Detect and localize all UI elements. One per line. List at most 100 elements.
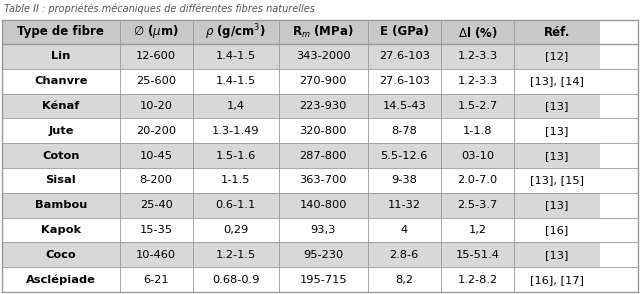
Text: 1.4-1.5: 1.4-1.5 <box>216 76 256 86</box>
Text: Chanvre: Chanvre <box>34 76 88 86</box>
Bar <box>368 168 441 193</box>
Text: 195-715: 195-715 <box>300 275 347 285</box>
Bar <box>120 93 193 118</box>
Bar <box>278 143 368 168</box>
Bar <box>120 242 193 267</box>
Text: Réf.: Réf. <box>544 26 570 39</box>
Bar <box>278 267 368 292</box>
Bar <box>2 168 120 193</box>
Text: [13], [15]: [13], [15] <box>530 176 584 186</box>
Bar <box>278 193 368 218</box>
Bar <box>278 168 368 193</box>
Bar <box>278 242 368 267</box>
Bar <box>441 242 514 267</box>
Text: $\rho$ (g/cm$^3$): $\rho$ (g/cm$^3$) <box>205 22 266 42</box>
Text: Jute: Jute <box>48 126 74 136</box>
Bar <box>2 267 120 292</box>
Text: 343-2000: 343-2000 <box>296 51 351 61</box>
Text: Bambou: Bambou <box>35 200 87 210</box>
Text: [13]: [13] <box>545 151 568 161</box>
Bar <box>368 143 441 168</box>
Bar <box>368 267 441 292</box>
Text: $\Delta$l (%): $\Delta$l (%) <box>458 24 497 39</box>
Text: 1.2-3.3: 1.2-3.3 <box>458 76 497 86</box>
Bar <box>2 193 120 218</box>
Text: [13]: [13] <box>545 200 568 210</box>
Bar <box>120 118 193 143</box>
Bar <box>368 242 441 267</box>
Bar <box>441 143 514 168</box>
Text: Table II : propriétés mécaniques de différentes fibres naturelles: Table II : propriétés mécaniques de diff… <box>4 3 315 14</box>
Text: [13]: [13] <box>545 101 568 111</box>
Bar <box>2 143 120 168</box>
Bar <box>514 193 600 218</box>
Bar <box>193 168 278 193</box>
Bar <box>193 143 278 168</box>
Text: 10-460: 10-460 <box>136 250 176 260</box>
Bar <box>120 20 193 44</box>
Text: 287-800: 287-800 <box>300 151 347 161</box>
Text: 0.6-1.1: 0.6-1.1 <box>216 200 256 210</box>
Bar <box>368 69 441 93</box>
Bar <box>441 20 514 44</box>
Bar <box>441 93 514 118</box>
Text: 1-1.5: 1-1.5 <box>221 176 250 186</box>
Text: $\emptyset$ ($\mu$m): $\emptyset$ ($\mu$m) <box>133 24 179 41</box>
Text: 1,2: 1,2 <box>468 225 486 235</box>
Text: 320-800: 320-800 <box>300 126 347 136</box>
Bar <box>368 93 441 118</box>
Bar <box>2 93 120 118</box>
Bar <box>441 69 514 93</box>
Text: Asclépiade: Asclépiade <box>26 274 96 285</box>
Bar <box>368 20 441 44</box>
Bar <box>120 218 193 242</box>
Text: E (GPa): E (GPa) <box>380 26 429 39</box>
Text: 1.4-1.5: 1.4-1.5 <box>216 51 256 61</box>
Bar <box>120 69 193 93</box>
Text: 270-900: 270-900 <box>300 76 347 86</box>
Bar <box>2 242 120 267</box>
Bar <box>368 44 441 69</box>
Text: 9-38: 9-38 <box>391 176 417 186</box>
Text: [16], [17]: [16], [17] <box>530 275 584 285</box>
Text: Kapok: Kapok <box>41 225 81 235</box>
Text: 2.5-3.7: 2.5-3.7 <box>458 200 497 210</box>
Text: 12-600: 12-600 <box>136 51 176 61</box>
Bar <box>514 168 600 193</box>
Bar <box>278 20 368 44</box>
Bar <box>441 267 514 292</box>
Bar <box>120 193 193 218</box>
Bar <box>441 218 514 242</box>
Bar <box>441 168 514 193</box>
Bar <box>441 44 514 69</box>
Bar <box>2 118 120 143</box>
Bar <box>193 44 278 69</box>
Text: Sisal: Sisal <box>45 176 76 186</box>
Text: 1.2-8.2: 1.2-8.2 <box>458 275 497 285</box>
Bar <box>193 93 278 118</box>
Bar <box>514 118 600 143</box>
Text: 95-230: 95-230 <box>303 250 343 260</box>
Bar <box>120 143 193 168</box>
Bar <box>2 218 120 242</box>
Bar <box>193 118 278 143</box>
Text: 363-700: 363-700 <box>300 176 347 186</box>
Text: [16]: [16] <box>545 225 568 235</box>
Text: 223-930: 223-930 <box>300 101 347 111</box>
Bar <box>514 267 600 292</box>
Text: 27.6-103: 27.6-103 <box>379 76 430 86</box>
Bar <box>514 143 600 168</box>
Bar <box>278 44 368 69</box>
Text: 11-32: 11-32 <box>388 200 420 210</box>
Text: 1,4: 1,4 <box>227 101 244 111</box>
Text: 0,29: 0,29 <box>223 225 248 235</box>
Text: Coton: Coton <box>42 151 79 161</box>
Bar <box>2 20 120 44</box>
Text: 14.5-43: 14.5-43 <box>382 101 426 111</box>
Bar <box>514 44 600 69</box>
Text: 20-200: 20-200 <box>136 126 176 136</box>
Text: 10-45: 10-45 <box>140 151 173 161</box>
Text: 1.2-1.5: 1.2-1.5 <box>216 250 256 260</box>
Bar <box>368 193 441 218</box>
Text: 1.3-1.49: 1.3-1.49 <box>212 126 259 136</box>
